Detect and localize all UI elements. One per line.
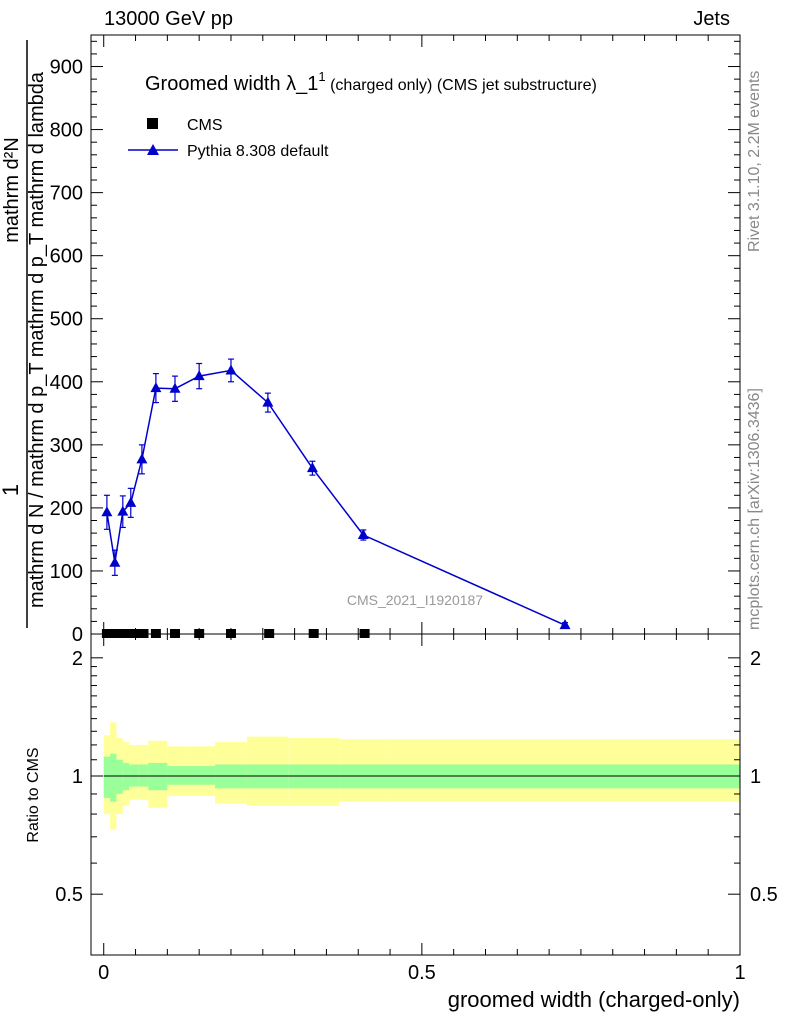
main-ytick-label: 700 — [50, 183, 83, 205]
pythia-point — [262, 396, 274, 407]
main-ytick-label: 200 — [50, 498, 83, 520]
main-y-axis-denominator: mathrm d N / mathrm d p_T mathrm d p_T m… — [26, 71, 48, 608]
ratio-ytick-label: 0.5 — [55, 884, 83, 906]
ratio-ytick-label-right: 0.5 — [750, 884, 778, 906]
cms-point — [194, 629, 205, 638]
ratio-ytick-label: 2 — [72, 648, 83, 670]
main-ytick-label: 100 — [50, 561, 83, 583]
pythia-series-line — [106, 369, 566, 626]
cms-point — [308, 629, 319, 638]
ratio-ytick-label: 1 — [72, 766, 83, 788]
pythia-point — [125, 496, 137, 507]
cms-point — [108, 629, 119, 638]
pythia-point — [357, 529, 369, 540]
cms-point — [101, 629, 112, 638]
main-ytick-label: 0 — [72, 624, 83, 646]
pythia-point — [109, 556, 121, 567]
cms-point — [150, 629, 161, 638]
main-ytick-label: 800 — [50, 120, 83, 142]
ratio-xtick-label: 0 — [98, 962, 109, 984]
legend-cms-marker — [147, 118, 158, 129]
ratio-y-axis-title: Ratio to CMS — [25, 747, 42, 842]
pythia-point — [193, 370, 205, 381]
cms-point — [359, 629, 370, 638]
main-ytick-label: 900 — [50, 57, 83, 79]
ratio-ytick-label-right: 1 — [750, 766, 761, 788]
cms-point — [264, 629, 275, 638]
pythia-point — [169, 382, 181, 393]
main-y-axis-dN: mathrm d²N — [1, 137, 23, 243]
header-energy: 13000 GeV pp — [104, 8, 233, 30]
main-y-axis-numerator: 1 — [0, 484, 23, 496]
analysis-label: CMS_2021_I1920187 — [347, 592, 483, 608]
pythia-point — [136, 453, 148, 464]
ratio-xtick-label: 1 — [734, 962, 745, 984]
ratio-inner-band-bin — [148, 762, 168, 791]
pythia-point — [225, 364, 237, 375]
cms-point — [114, 629, 125, 638]
legend-cms-label: CMS — [187, 117, 223, 134]
main-chart-title: Groomed width λ_11 (charged only) (CMS j… — [145, 69, 597, 95]
ratio-inner-band-bin — [167, 766, 187, 785]
pythia-point — [559, 619, 571, 630]
ratio-xtick-label: 0.5 — [408, 962, 436, 984]
main-ytick-label: 500 — [50, 309, 83, 331]
pythia-point — [150, 382, 162, 393]
cms-point — [169, 629, 180, 638]
legend-pythia-marker — [147, 144, 159, 155]
pythia-point — [306, 462, 318, 473]
main-ytick-label: 300 — [50, 435, 83, 457]
cms-point — [225, 629, 236, 638]
ratio-inner-band-bin — [110, 753, 117, 802]
main-ytick-label: 400 — [50, 372, 83, 394]
ratio-inner-band-bin — [103, 756, 111, 798]
cms-point — [120, 629, 131, 638]
pythia-point — [117, 505, 129, 516]
cms-point — [128, 629, 139, 638]
ratio-inner-band-bin — [186, 766, 216, 785]
ratio-ytick-label-right: 2 — [750, 648, 761, 670]
ratio-inner-band-bin — [122, 762, 130, 791]
legend-pythia-label: Pythia 8.308 default — [187, 143, 329, 160]
main-ytick-label: 600 — [50, 246, 83, 268]
ratio-frame — [90, 633, 741, 956]
x-axis-title: groomed width (charged-only) — [448, 987, 740, 1012]
cms-point — [138, 629, 149, 638]
pythia-point — [101, 506, 113, 517]
ratio-inner-band-bin — [116, 759, 123, 794]
header-process: Jets — [693, 8, 730, 30]
